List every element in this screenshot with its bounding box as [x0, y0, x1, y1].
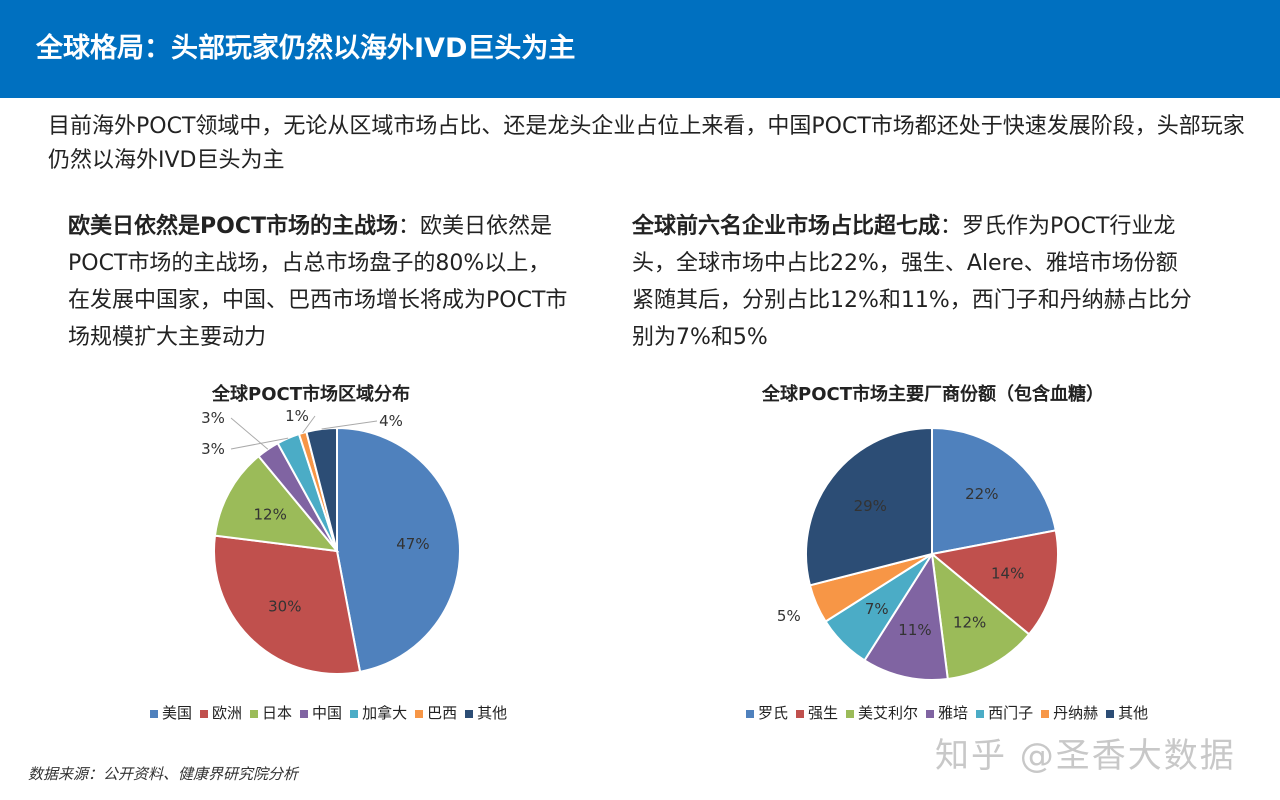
header-bar: 全球格局：头部玩家仍然以海外IVD巨头为主 — [0, 0, 1280, 98]
legend-label: 雅培 — [938, 704, 969, 722]
legend-swatch — [250, 710, 259, 718]
data-label: 29% — [854, 497, 887, 515]
legend-swatch — [1041, 710, 1050, 718]
data-label: 4% — [379, 412, 403, 430]
chart2-title: 全球POCT市场主要厂商份额（包含血糖） — [762, 384, 1104, 405]
right-heading: 全球前六名企业市场占比超七成 — [632, 214, 941, 239]
pie-slice-欧洲 — [213, 534, 362, 675]
data-label: 30% — [268, 598, 301, 616]
legend-swatch — [976, 710, 985, 718]
left-heading: 欧美日依然是POCT市场的主战场 — [68, 214, 398, 239]
data-label: 14% — [991, 564, 1024, 582]
legend-item: 丹纳赫 — [1041, 702, 1098, 723]
legend-label: 加拿大 — [362, 704, 408, 722]
legend-label: 欧洲 — [212, 704, 243, 722]
legend-item: 欧洲 — [200, 702, 242, 723]
intro-text: 目前海外POCT领域中，无论从区域市场占比、还是龙头企业占位上来看，中国POCT… — [48, 114, 1245, 173]
chart1-legend: 美国 欧洲 日本 中国 加拿大 巴西 其他 — [150, 702, 507, 723]
pie-slice-美国 — [336, 426, 461, 673]
data-label: 12% — [254, 505, 287, 523]
legend-swatch — [465, 710, 474, 718]
legend-item: 中国 — [300, 702, 342, 723]
legend-item: 西门子 — [976, 702, 1033, 723]
data-label: 5% — [777, 607, 801, 625]
data-label: 3% — [201, 409, 225, 427]
legend-swatch — [796, 710, 805, 718]
data-label: 3% — [201, 440, 225, 458]
pie-slice-日本 — [213, 454, 340, 553]
legend-label: 中国 — [312, 704, 343, 722]
legend-label: 日本 — [262, 704, 293, 722]
leader-line — [230, 437, 289, 450]
data-label: 1% — [285, 407, 309, 425]
legend-item: 美国 — [150, 702, 192, 723]
leader-line — [302, 415, 316, 434]
legend-item: 美艾利尔 — [846, 702, 918, 723]
watermark: 知乎 @圣香大数据 — [935, 736, 1236, 776]
page-title: 全球格局：头部玩家仍然以海外IVD巨头为主 — [36, 33, 576, 64]
data-label: 11% — [898, 621, 931, 639]
data-label: 7% — [865, 600, 889, 618]
legend-label: 美艾利尔 — [858, 704, 919, 722]
legend-swatch — [415, 710, 424, 718]
legend-item: 加拿大 — [350, 702, 407, 723]
pie-slice-美艾利尔 — [930, 551, 1031, 681]
pie-slice-其他 — [305, 426, 338, 552]
legend-swatch — [846, 710, 855, 718]
legend-item: 罗氏 — [746, 702, 788, 723]
source-note: 数据来源：公开资料、健康界研究院分析 — [28, 765, 299, 783]
leader-line — [230, 417, 269, 450]
legend-item: 强生 — [796, 702, 838, 723]
legend-swatch — [200, 710, 209, 718]
left-paragraph: 欧美日依然是POCT市场的主战场：欧美日依然是POCT市场的主战场，占总市场盘子… — [68, 208, 568, 356]
legend-item: 巴西 — [415, 702, 457, 723]
legend-label: 其他 — [477, 704, 508, 722]
chart2-legend: 罗氏 强生 美艾利尔 雅培 西门子 丹纳赫 其他 — [746, 702, 1148, 723]
legend-label: 西门子 — [988, 704, 1034, 722]
legend-label: 强生 — [808, 704, 839, 722]
legend-label: 丹纳赫 — [1053, 704, 1099, 722]
pie-slice-其他 — [805, 426, 933, 587]
legend-swatch — [1106, 710, 1115, 718]
pie-slice-罗氏 — [931, 426, 1057, 556]
data-label: 22% — [965, 485, 998, 503]
chart1-title: 全球POCT市场区域分布 — [212, 384, 410, 405]
data-label: 12% — [953, 613, 986, 631]
legend-swatch — [150, 710, 158, 718]
right-text: ：罗氏作为POCT行业龙头，全球市场中占比22%，强生、Alere、雅培市场份额… — [632, 214, 1192, 350]
legend-label: 罗氏 — [758, 704, 789, 722]
legend-item: 日本 — [250, 702, 292, 723]
data-label: 47% — [396, 535, 429, 553]
left-text: ：欧美日依然是POCT市场的主战场，占总市场盘子的80%以上，在发展中国家，中国… — [68, 214, 568, 350]
legend-label: 巴西 — [427, 704, 458, 722]
pie-slice-强生 — [929, 529, 1059, 636]
legend-item: 雅培 — [926, 702, 968, 723]
legend-swatch — [746, 710, 754, 718]
legend-swatch — [300, 710, 309, 718]
legend-item: 其他 — [1106, 702, 1148, 723]
pie-slice-雅培 — [863, 551, 949, 681]
legend-swatch — [350, 710, 359, 718]
legend-label: 美国 — [162, 704, 193, 722]
legend-label: 其他 — [1118, 704, 1149, 722]
right-paragraph: 全球前六名企业市场占比超七成：罗氏作为POCT行业龙头，全球市场中占比22%，强… — [632, 208, 1192, 356]
leader-line — [321, 420, 378, 430]
legend-item: 其他 — [465, 702, 507, 723]
legend-swatch — [926, 710, 935, 718]
